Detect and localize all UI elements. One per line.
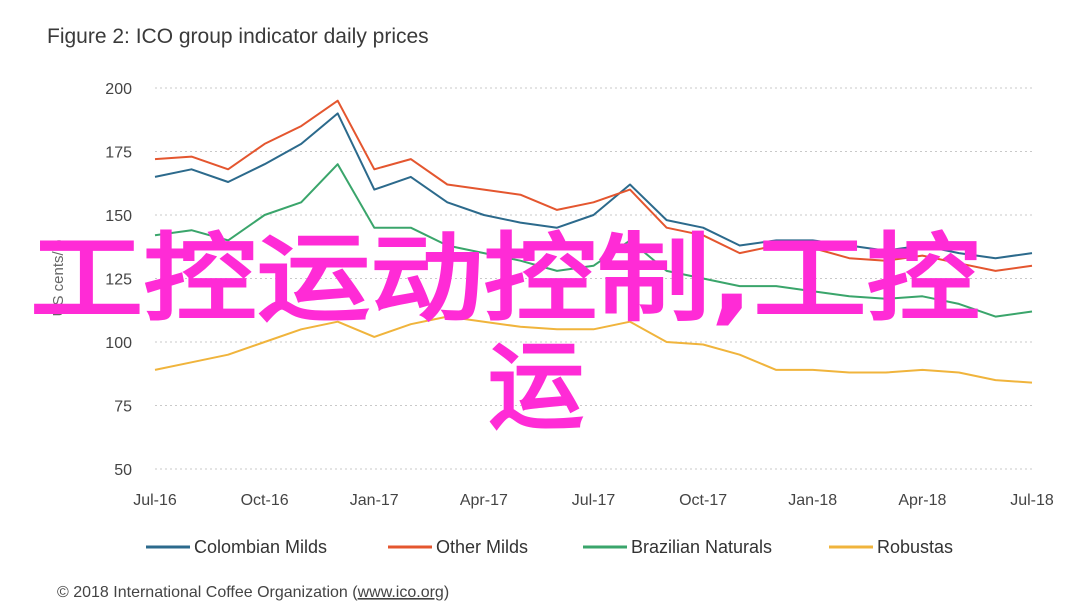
chart-title: Figure 2: ICO group indicator daily pric… <box>47 25 429 48</box>
y-tick-label: 175 <box>105 145 132 162</box>
y-tick-label: 200 <box>105 81 132 98</box>
x-tick-label: Jul-18 <box>1010 492 1054 509</box>
x-tick-label: Jan-17 <box>350 492 399 509</box>
series-line-other-milds <box>154 99 1033 272</box>
x-tick-label: Jan-18 <box>788 492 837 509</box>
x-tick-label: Jul-16 <box>133 492 177 509</box>
y-tick-label: 75 <box>114 399 132 416</box>
y-tick-label: 150 <box>105 208 132 225</box>
x-tick-label: Apr-18 <box>898 492 946 509</box>
legend-label-brazilian: Brazilian Naturals <box>631 537 772 557</box>
series-lines <box>154 99 1033 384</box>
gridlines <box>155 87 1032 470</box>
x-tick-label: Oct-16 <box>241 492 289 509</box>
y-tick-label: 125 <box>105 272 132 289</box>
x-axis-ticks: Jul-16 Oct-16 Jan-17 Apr-17 Jul-17 Oct-17 Jan-… <box>133 492 1054 509</box>
series-line-colombian-milds <box>154 112 1033 260</box>
overlay-text-line2: 运 <box>488 331 584 443</box>
series-line-brazilian-naturals <box>154 163 1033 318</box>
x-tick-label: Apr-17 <box>460 492 508 509</box>
legend-label-other: Other Milds <box>436 537 528 557</box>
y-tick-label: 50 <box>114 462 132 479</box>
legend-label-colombian: Colombian Milds <box>194 537 327 557</box>
source-prefix: © 2018 International Coffee Organization… <box>57 584 358 601</box>
y-axis-label: US cents/lb <box>50 240 67 317</box>
source-link[interactable]: www.ico.org <box>357 584 444 601</box>
y-tick-label: 100 <box>105 335 132 352</box>
overlay-text-line1: 工控运动控制,工控 <box>30 223 980 335</box>
series-line-robustas <box>154 315 1033 384</box>
legend: Colombian Milds Other Milds Brazilian Na… <box>146 537 953 557</box>
y-axis-ticks: 50 75 100 125 150 175 200 <box>105 81 132 479</box>
source-suffix: ) <box>444 584 449 601</box>
legend-label-robustas: Robustas <box>877 537 953 557</box>
x-tick-label: Oct-17 <box>679 492 727 509</box>
x-tick-label: Jul-17 <box>572 492 616 509</box>
source-note: © 2018 International Coffee Organization… <box>57 584 449 601</box>
